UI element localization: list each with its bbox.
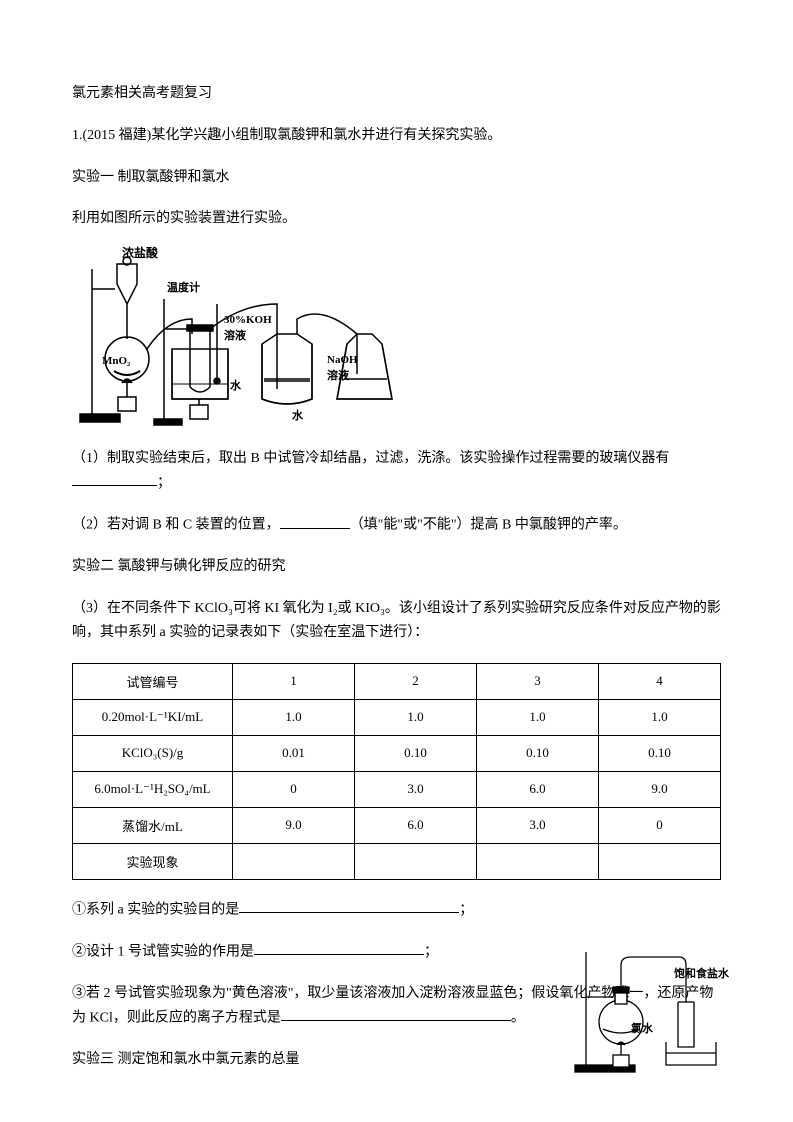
q1-2-text-a: （2）若对调 B 和 C 装置的位置， [72,518,280,533]
exp1-desc: 利用如图所示的实验装置进行实验。 [72,207,721,231]
table-cell: 1.0 [233,699,355,735]
label-water-c: 水 [292,407,303,423]
q1-3-2-b: ； [424,944,438,959]
table-cell: 6.0 [477,771,599,807]
table-row-label: 实验现象 [73,843,233,879]
blank-3-2[interactable] [254,940,424,955]
label-koh-solution: 溶液 [224,327,246,343]
table-cell: 0.10 [599,735,721,771]
label-naoh: NaOH [327,354,358,366]
label-cl2water: 氯水 [631,1020,653,1036]
blank-1-2[interactable] [280,513,350,528]
table-row-label: 6.0mol·L⁻¹H₂SO₄/mL [73,771,233,807]
table-cell: 9.0 [233,807,355,843]
question-1-1: （1）制取实验结束后，取出 B 中试管冷却结晶，过滤，洗涤。该实验操作过程需要的… [72,447,721,495]
table-row-label: 蒸馏水/mL [73,807,233,843]
table-body: 试管编号12340.20mol·L⁻¹KI/mL1.01.01.01.0KClO… [73,663,721,879]
question-1-3: （3）在不同条件下 KClO₃可将 KI 氧化为 I₂或 KIO₃。该小组设计了… [72,597,721,645]
table-row: 6.0mol·L⁻¹H₂SO₄/mL03.06.09.0 [73,771,721,807]
q1-3-1-a: ①系列 a 实验的实验目的是 [72,902,239,917]
q1-3-3-b: 。 [511,1010,525,1025]
apparatus-diagram-2: 饱和食盐水 氯水 [571,947,721,1077]
label-koh: 30%KOH [224,314,272,326]
label-naoh-solution: 溶液 [327,367,349,383]
question-1-3-1: ①系列 a 实验的实验目的是 ； [72,898,721,922]
label-brine: 饱和食盐水 [674,965,729,981]
label-mno2: MnO₂ [102,355,130,367]
table-row: 试管编号1234 [73,663,721,699]
blank-3-3[interactable] [281,1006,511,1021]
table-cell: 6.0 [355,807,477,843]
q1-3-2-a: ②设计 1 号试管实验的作用是 [72,944,254,959]
table-row: 蒸馏水/mL9.06.03.00 [73,807,721,843]
table-cell: 3.0 [355,771,477,807]
label-hcl: 浓盐酸 [122,244,158,261]
table-cell [355,843,477,879]
label-thermometer: 温度计 [167,279,200,295]
question-1-2: （2）若对调 B 和 C 装置的位置， （填"能"或"不能"）提高 B 中氯酸钾的… [72,513,721,537]
label-water-bath: 水 [230,377,241,393]
table-row-label: 0.20mol·L⁻¹KI/mL [73,699,233,735]
apparatus-diagram-1: 浓盐酸 温度计 30%KOH 溶液 水 MnO₂ 水 NaOH 溶液 [72,249,412,429]
q1-2-text-b: （填"能"或"不能"）提高 B 中氯酸钾的产率。 [350,518,627,533]
table-cell: 1.0 [599,699,721,735]
table-row: 0.20mol·L⁻¹KI/mL1.01.01.01.0 [73,699,721,735]
exp1-title: 实验一 制取氯酸钾和氯水 [72,166,721,190]
table-cell: 3 [477,663,599,699]
table-row: 实验现象 [73,843,721,879]
table-cell: 0.01 [233,735,355,771]
table-cell: 4 [599,663,721,699]
question1-intro: 1.(2015 福建)某化学兴趣小组制取氯酸钾和氯水并进行有关探究实验。 [72,124,721,148]
blank-3-1[interactable] [239,898,459,913]
table-row: KClO₃(S)/g0.010.100.100.10 [73,735,721,771]
table-cell [477,843,599,879]
q1-1-text-b: ； [157,475,171,490]
experiment-table: 试管编号12340.20mol·L⁻¹KI/mL1.01.01.01.0KClO… [72,663,721,880]
table-cell: 0.10 [477,735,599,771]
q1-1-text-a: （1）制取实验结束后，取出 B 中试管冷却结晶，过滤，洗涤。该实验操作过程需要的… [72,451,669,466]
table-cell: 0 [233,771,355,807]
table-cell: 0 [599,807,721,843]
table-cell: 3.0 [477,807,599,843]
table-cell: 9.0 [599,771,721,807]
table-row-label: 试管编号 [73,663,233,699]
table-cell [233,843,355,879]
table-cell: 1.0 [477,699,599,735]
q1-3-1-b: ； [459,902,473,917]
table-cell: 2 [355,663,477,699]
exp2-title: 实验二 氯酸钾与碘化钾反应的研究 [72,555,721,579]
page-title: 氯元素相关高考题复习 [72,82,721,106]
table-row-label: KClO₃(S)/g [73,735,233,771]
table-cell: 1.0 [355,699,477,735]
blank-1-1[interactable] [72,471,157,486]
table-cell [599,843,721,879]
table-cell: 0.10 [355,735,477,771]
table-cell: 1 [233,663,355,699]
